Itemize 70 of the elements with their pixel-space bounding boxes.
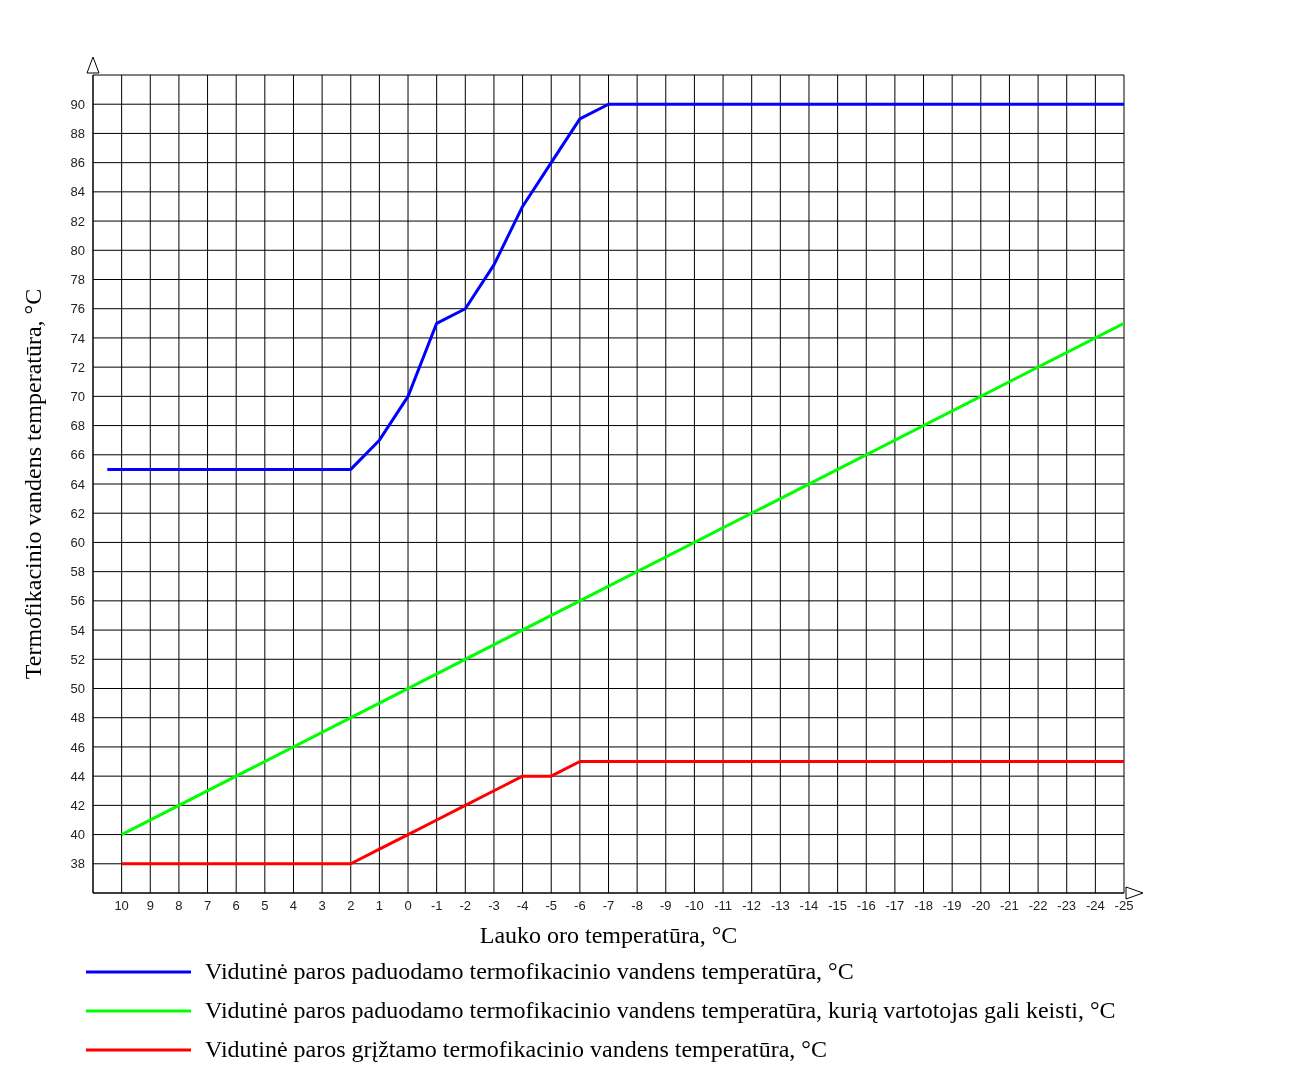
x-tick-label: -17 [885, 898, 905, 914]
x-tick-label: 6 [232, 898, 240, 914]
x-tick-label: -5 [545, 898, 557, 914]
y-axis-title: Termofikacinio vandens temperatūra, °C [19, 288, 46, 680]
x-tick-label: -8 [631, 898, 643, 914]
y-tick-label: 84 [70, 184, 85, 200]
y-tick-label: 60 [70, 535, 85, 551]
x-tick-label: 4 [289, 898, 298, 914]
x-tick-label: 2 [347, 898, 355, 914]
x-tick-label: -10 [685, 898, 704, 914]
y-tick-label: 46 [70, 739, 85, 755]
x-tick-label: -22 [1028, 898, 1048, 914]
y-tick-label: 44 [70, 768, 85, 784]
x-axis-title: Lauko oro temperatūra, °C [479, 922, 738, 948]
x-tick-label: 9 [146, 898, 154, 914]
line-series [120, 760, 1124, 866]
x-tick-label: -14 [799, 898, 819, 914]
x-tick-label: -13 [770, 898, 790, 914]
line-series [105, 102, 1124, 471]
y-tick-label: 52 [70, 651, 85, 667]
y-tick-label: 42 [70, 797, 85, 813]
y-tick-label: 40 [70, 827, 85, 843]
x-tick-label: -3 [488, 898, 500, 914]
x-tick-label: -9 [660, 898, 672, 914]
y-tick-label: 80 [70, 242, 85, 258]
x-tick-label: -20 [971, 898, 991, 914]
x-tick-label: -12 [742, 898, 762, 914]
x-tick-label: 5 [261, 898, 269, 914]
x-tick-label: -2 [459, 898, 472, 914]
y-tick-label: 48 [70, 710, 85, 726]
y-tick-label: 86 [70, 155, 85, 171]
y-tick-label: 54 [70, 622, 85, 638]
x-tick-label: -19 [942, 898, 962, 914]
y-tick-label: 76 [70, 301, 85, 317]
x-tick-label: -25 [1114, 898, 1134, 914]
x-tick-label: -24 [1085, 898, 1105, 914]
x-tick-label: -4 [516, 898, 529, 914]
x-tick-label: -23 [1057, 898, 1077, 914]
y-tick-label: 64 [70, 476, 85, 492]
y-tick-label: 62 [70, 505, 85, 521]
x-tick-label: 8 [175, 898, 183, 914]
legend-label: Vidutinė paros grįžtamo termofikacinio vandens temperatūra, °C [205, 1036, 827, 1063]
legend-label: Vidutinė paros paduodamo termofikacinio vandens temperatūra, kurią vartotojas gali keisti, °C [205, 997, 1116, 1024]
x-tick-label: -1 [430, 898, 443, 914]
x-tick-label: -18 [914, 898, 933, 914]
x-tick-label: -11 [714, 898, 732, 914]
y-tick-label: 68 [70, 418, 85, 434]
y-tick-label: 72 [70, 359, 85, 375]
y-tick-label: 90 [70, 96, 85, 112]
y-tick-label: 58 [70, 564, 85, 580]
x-tick-label: -16 [856, 898, 876, 914]
y-tick-label: 50 [70, 681, 85, 697]
x-tick-label: 1 [375, 898, 384, 914]
x-tick-label: -15 [828, 898, 848, 914]
x-tick-label: 10 [114, 898, 129, 914]
y-tick-label: 56 [70, 593, 85, 609]
y-tick-label: 66 [70, 447, 85, 463]
x-tick-label: 0 [404, 898, 412, 914]
y-tick-label: 88 [70, 126, 85, 142]
x-tick-label: -21 [1000, 898, 1019, 914]
x-tick-label: 7 [203, 898, 212, 914]
legend-label: Vidutinė paros paduodamo termofikacinio vandens temperatūra, °C [205, 958, 854, 985]
y-tick-label: 38 [70, 856, 85, 872]
x-tick-label: -6 [574, 898, 586, 914]
y-tick-label: 78 [70, 272, 85, 288]
y-tick-label: 82 [70, 213, 85, 229]
x-tick-label: 3 [318, 898, 326, 914]
y-tick-label: 74 [70, 330, 85, 346]
y-tick-label: 70 [70, 388, 85, 404]
x-tick-label: -7 [602, 898, 615, 914]
